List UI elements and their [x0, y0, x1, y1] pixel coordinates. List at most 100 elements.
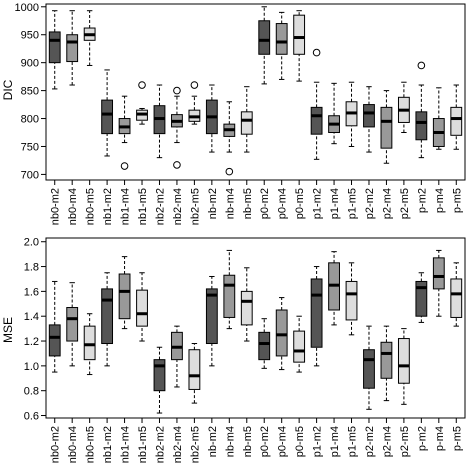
- box-nb1-m4: [118, 256, 131, 330]
- iqr-box: [310, 278, 323, 348]
- box-p1-m5: [345, 81, 358, 147]
- x-tick-label: nb1-m5: [137, 188, 149, 225]
- iqr-box: [66, 34, 79, 63]
- iqr-box: [450, 106, 463, 136]
- x-tick-label: p2-m4: [381, 426, 393, 457]
- iqr-box: [397, 338, 410, 384]
- y-tick-label: 850: [21, 86, 39, 98]
- box-nb2-m5: [188, 343, 201, 404]
- outlier-point: [120, 162, 129, 170]
- outlier-point: [417, 61, 426, 70]
- iqr-box: [136, 289, 148, 327]
- outlier-point: [312, 48, 321, 57]
- box-p1-m2: [310, 266, 323, 367]
- iqr-box: [275, 23, 288, 55]
- x-tick-label: nb0-m2: [50, 188, 62, 225]
- y-tick-label: 700: [21, 169, 39, 181]
- plot-frame: [45, 237, 466, 419]
- iqr-box: [450, 278, 463, 318]
- box-p-m2: [415, 272, 428, 323]
- box-p2-m4: [380, 90, 393, 164]
- iqr-box: [188, 349, 201, 390]
- box-p2-m5: [397, 81, 410, 134]
- y-tick-label: 750: [21, 141, 39, 153]
- y-tick-label: 1.0: [24, 361, 39, 373]
- y-tick-label: 1.4: [24, 311, 39, 323]
- box-p2-m4: [380, 325, 393, 402]
- iqr-box: [223, 274, 236, 318]
- iqr-box: [293, 14, 306, 55]
- box-p-m4: [432, 249, 445, 317]
- x-tick-label: nb0-m4: [67, 188, 79, 225]
- box-nb2-m4: [171, 325, 183, 388]
- outlier-point: [138, 81, 146, 89]
- x-tick-label: p1-m2: [312, 426, 324, 457]
- x-tick-label: p-m4: [434, 188, 446, 213]
- iqr-box: [101, 99, 114, 135]
- box-nb2-m4: [171, 86, 183, 169]
- y-tick-label: 950: [21, 30, 39, 42]
- x-tick-label: p0-m2: [259, 188, 271, 219]
- box-p-m2: [415, 61, 428, 159]
- iqr-box: [205, 288, 218, 345]
- x-tick-label: p0-m5: [294, 426, 306, 457]
- box-nb-m4: [223, 249, 236, 330]
- y-axis-label: MSE: [1, 317, 15, 343]
- iqr-box: [101, 288, 114, 345]
- x-tick-label: nb-m2: [207, 426, 219, 457]
- box-nb-m4: [223, 101, 236, 176]
- box-p-m5: [450, 84, 463, 150]
- iqr-box: [415, 111, 428, 141]
- x-tick-label: p-m2: [416, 426, 428, 451]
- y-tick-label: 1000: [15, 2, 39, 14]
- outlier-point: [173, 86, 181, 95]
- mse-panel: MSE 0.6 0.8 1.0 1.2 1.4 1.6 1.8 2.0 nb0-m2 nb0-m4…: [1, 237, 466, 463]
- box-p0-m5: [293, 315, 306, 373]
- x-tick-label: p2-m5: [399, 426, 411, 457]
- box-nb1-m5: [136, 81, 148, 125]
- x-tick-label: p2-m4: [381, 188, 393, 219]
- box-nb0-m2: [48, 280, 61, 373]
- x-tick-label: p2-m5: [399, 188, 411, 219]
- iqr-box: [432, 257, 445, 290]
- y-tick-label: 0.8: [24, 386, 39, 398]
- x-tick-label: p2-m2: [364, 188, 376, 219]
- x-tick-label: nb0-m5: [85, 426, 97, 463]
- iqr-box: [118, 273, 131, 320]
- iqr-box: [83, 325, 96, 361]
- x-tick-label: p0-m4: [277, 188, 289, 219]
- iqr-box: [48, 31, 61, 64]
- x-tick-label: nb0-m4: [67, 426, 79, 463]
- box-p0-m5: [293, 10, 306, 82]
- iqr-box: [275, 309, 288, 357]
- x-tick-label: nb-m5: [242, 188, 254, 219]
- y-tick-label: 900: [21, 58, 39, 70]
- box-nb2-m2: [153, 346, 166, 414]
- x-tick-label: p2-m2: [364, 426, 376, 457]
- y-tick-label: 1.6: [24, 286, 39, 298]
- iqr-box: [258, 331, 271, 361]
- x-tick-label: nb2-m2: [154, 188, 166, 225]
- x-tick-label: p0-m4: [277, 426, 289, 457]
- box-nb1-m5: [136, 272, 148, 342]
- box-nb0-m2: [48, 10, 61, 90]
- x-tick-label: nb0-m5: [85, 188, 97, 225]
- x-tick-label: p-m2: [416, 188, 428, 213]
- x-tick-label: nb-m4: [224, 188, 236, 219]
- y-tick-label: 800: [21, 114, 39, 126]
- box-nb1-m4: [118, 95, 131, 170]
- x-tick-label: nb2-m4: [172, 188, 184, 225]
- outlier-point: [225, 167, 234, 176]
- box-p0-m4: [275, 11, 288, 80]
- box-nb0-m4: [66, 10, 79, 86]
- box-nb-m2: [205, 84, 218, 153]
- iqr-box: [363, 349, 375, 389]
- box-p1-m4: [328, 251, 340, 326]
- box-nb1-m2: [101, 69, 114, 157]
- x-tick-label: nb1-m4: [120, 426, 132, 463]
- box-nb2-m2: [153, 84, 166, 159]
- box-p2-m5: [397, 328, 410, 405]
- x-tick-label: nb2-m5: [189, 426, 201, 463]
- y-tick-label: 1.8: [24, 262, 39, 274]
- x-tick-label: p-m5: [451, 426, 463, 451]
